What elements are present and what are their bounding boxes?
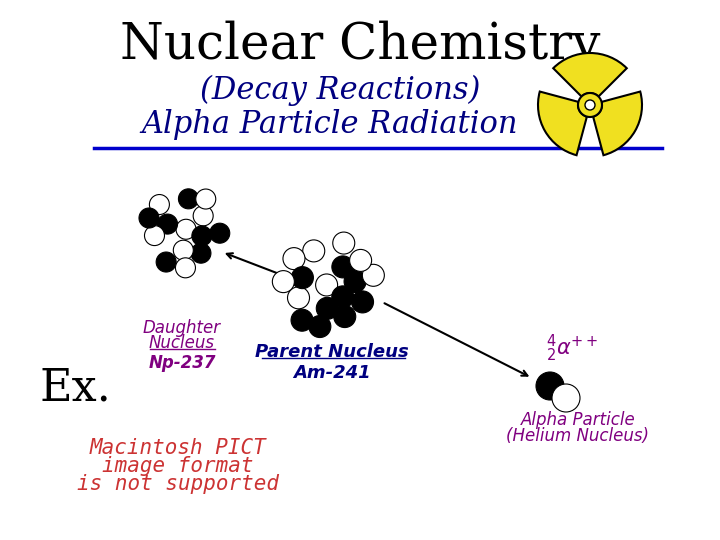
Circle shape — [350, 249, 372, 272]
Circle shape — [333, 232, 355, 254]
Circle shape — [158, 214, 178, 234]
Text: Alpha Particle: Alpha Particle — [521, 411, 635, 429]
Circle shape — [332, 286, 354, 308]
Text: Parent Nucleus: Parent Nucleus — [255, 343, 409, 361]
Circle shape — [315, 274, 338, 296]
Circle shape — [179, 189, 199, 209]
Circle shape — [272, 271, 294, 293]
Circle shape — [287, 287, 310, 309]
Circle shape — [191, 243, 211, 263]
Circle shape — [316, 298, 338, 319]
Text: Np-237: Np-237 — [148, 354, 216, 372]
Text: is not supported: is not supported — [77, 474, 279, 494]
Circle shape — [536, 372, 564, 400]
Circle shape — [210, 223, 230, 243]
Circle shape — [193, 206, 213, 226]
Text: Nuclear Chemistry: Nuclear Chemistry — [120, 20, 600, 70]
Circle shape — [174, 240, 193, 260]
Circle shape — [145, 226, 164, 246]
Circle shape — [292, 267, 313, 289]
Circle shape — [291, 309, 313, 331]
Text: Am-241: Am-241 — [293, 364, 371, 382]
Text: Macintosh PICT: Macintosh PICT — [89, 438, 266, 458]
Circle shape — [309, 315, 331, 338]
Circle shape — [334, 306, 356, 328]
Circle shape — [552, 384, 580, 412]
Circle shape — [176, 219, 196, 239]
Text: Nucleus: Nucleus — [149, 334, 215, 352]
Text: image format: image format — [102, 456, 253, 476]
Circle shape — [351, 291, 374, 313]
Text: $^4_2\alpha^{++}$: $^4_2\alpha^{++}$ — [546, 333, 598, 363]
Text: (Decay Reactions): (Decay Reactions) — [200, 75, 480, 106]
Circle shape — [139, 208, 159, 228]
Text: Alpha Particle Radiation: Alpha Particle Radiation — [142, 110, 518, 140]
Wedge shape — [553, 53, 627, 97]
Circle shape — [362, 264, 384, 286]
Circle shape — [192, 226, 212, 246]
Circle shape — [149, 194, 169, 214]
Text: Daughter: Daughter — [143, 319, 221, 337]
Circle shape — [578, 93, 602, 117]
Circle shape — [283, 248, 305, 269]
Circle shape — [344, 271, 366, 293]
Text: Ex.: Ex. — [39, 367, 111, 409]
Circle shape — [585, 100, 595, 110]
Wedge shape — [538, 92, 587, 155]
Circle shape — [176, 258, 195, 278]
Circle shape — [332, 256, 354, 278]
Circle shape — [302, 240, 325, 262]
Text: (Helium Nucleus): (Helium Nucleus) — [506, 427, 649, 445]
Circle shape — [196, 189, 216, 209]
Circle shape — [156, 252, 176, 272]
Wedge shape — [593, 92, 642, 155]
